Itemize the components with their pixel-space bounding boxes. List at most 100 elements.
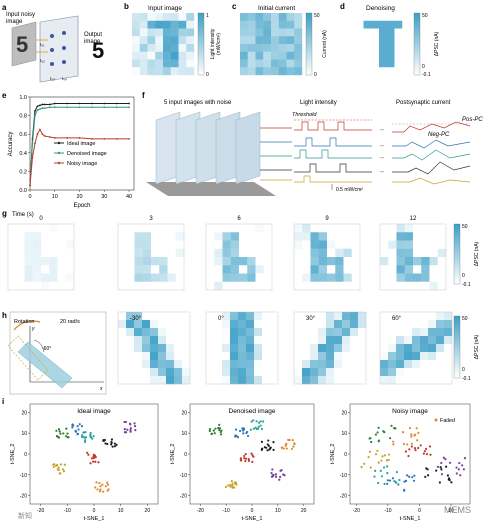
tsne-point bbox=[444, 457, 447, 461]
time-heatmap-cell bbox=[404, 232, 414, 241]
denoising-cell bbox=[386, 44, 395, 52]
tsne-point bbox=[247, 459, 251, 462]
rotation-heatmap-cell bbox=[118, 328, 127, 337]
cbar-g-bottom: -0.1 bbox=[462, 282, 471, 288]
rotation-heatmap-cell bbox=[404, 368, 413, 377]
denoising-cell bbox=[386, 20, 395, 29]
tsne-point bbox=[252, 419, 255, 422]
panel-d-title: Denoising bbox=[366, 5, 395, 12]
rotation-heatmap-cell bbox=[420, 328, 429, 337]
rotation-heatmap-cell bbox=[318, 328, 327, 337]
tsne-point bbox=[123, 431, 127, 434]
time-heatmap-cell bbox=[294, 224, 303, 233]
rotation-heatmap-cell bbox=[158, 368, 167, 377]
tsne-point bbox=[71, 426, 74, 429]
rotation-heatmap-cell bbox=[358, 336, 367, 345]
tsne-point bbox=[417, 446, 420, 450]
time-heatmap-cell bbox=[318, 281, 328, 291]
denoising-cell bbox=[363, 51, 372, 60]
time-heatmap-cell bbox=[65, 232, 75, 241]
initial-current-cell bbox=[255, 51, 264, 60]
tsne-point bbox=[250, 452, 253, 455]
rotation-heatmap-cell bbox=[134, 360, 143, 369]
time-heatmap-cell bbox=[255, 273, 264, 282]
time-heatmap-cell bbox=[159, 265, 168, 274]
rotation-heatmap-cell bbox=[302, 352, 311, 361]
rotation-heatmap-cell bbox=[142, 328, 151, 337]
rotation-heatmap-cell bbox=[158, 352, 167, 361]
time-heatmap-cell bbox=[230, 240, 240, 249]
input-image-cell bbox=[155, 59, 164, 68]
x-tick-label: -20 bbox=[197, 508, 204, 514]
time-heatmap-cell bbox=[429, 257, 438, 266]
input-image-cell bbox=[147, 13, 156, 21]
time-heatmap-cell bbox=[65, 281, 75, 291]
input-image-cell bbox=[163, 28, 171, 37]
time-heatmap-cell bbox=[343, 281, 352, 291]
data-point bbox=[103, 137, 106, 140]
rotation-heatmap-cell bbox=[428, 320, 437, 329]
data-point bbox=[48, 103, 51, 106]
y-tick-label: 0.6 bbox=[19, 132, 27, 138]
time-heatmap-cell bbox=[222, 248, 231, 258]
postsynaptic-current-traces bbox=[392, 121, 471, 185]
time-heatmap-cell bbox=[222, 232, 231, 241]
rotation-heatmap-cell bbox=[150, 336, 159, 345]
data-point bbox=[78, 106, 81, 109]
watermark-right: MEMS bbox=[444, 505, 471, 515]
tsne-point bbox=[259, 420, 262, 423]
rotation-heatmap-cell bbox=[222, 368, 231, 377]
tsne-point bbox=[440, 461, 443, 465]
initial-current-cell bbox=[263, 28, 272, 37]
initial-current-cell bbox=[278, 28, 287, 37]
rotation-heatmap-cell bbox=[174, 344, 183, 353]
input-image-cell bbox=[155, 20, 164, 29]
denoising-cell bbox=[402, 13, 411, 21]
rotation-heatmap-cell bbox=[334, 376, 343, 385]
data-point bbox=[36, 133, 39, 136]
rotation-heatmap-cell bbox=[238, 328, 247, 337]
rotation-heatmap-cell bbox=[396, 336, 405, 345]
rotation-heatmap-cell bbox=[270, 320, 279, 329]
time-heatmap-cell bbox=[263, 273, 273, 282]
rotation-heatmap-cell bbox=[262, 320, 271, 329]
data-point bbox=[36, 109, 39, 111]
x-tick-label: -20 bbox=[353, 508, 360, 514]
rotation-heatmaps: -30° 0° 30° 60° bbox=[117, 311, 453, 385]
cbar-c-top: 50 bbox=[314, 13, 320, 19]
time-heatmap-cell bbox=[380, 232, 389, 241]
initial-current-cell bbox=[271, 36, 279, 45]
time-heatmap-cell bbox=[380, 265, 389, 274]
tsne-point bbox=[374, 469, 377, 472]
tsne-point bbox=[86, 451, 89, 454]
rotation-heatmap-cell bbox=[294, 352, 303, 361]
time-heatmap-cell bbox=[263, 224, 273, 233]
panel-label-f: f bbox=[142, 91, 145, 100]
rotation-heatmap-cell bbox=[238, 344, 247, 353]
rotation-heatmap-cell bbox=[118, 368, 127, 377]
time-heatmap-cell bbox=[335, 257, 344, 266]
rotation-heatmap-cell bbox=[388, 368, 397, 377]
time-heatmap-cell bbox=[380, 273, 389, 282]
tsne-point bbox=[408, 475, 411, 478]
rotation-heatmap-cell bbox=[350, 368, 359, 377]
rotation-heatmap-cell bbox=[412, 328, 421, 337]
tsne-point bbox=[218, 428, 221, 432]
input-image-cell bbox=[178, 51, 187, 60]
time-heatmap-cell bbox=[351, 224, 361, 233]
rotation-heatmap-cell bbox=[428, 368, 437, 377]
time-heatmap-cell bbox=[41, 224, 50, 233]
tsne-point bbox=[106, 489, 109, 492]
rotation-heatmap-cell bbox=[182, 328, 191, 337]
x-tick-label: -10 bbox=[64, 508, 71, 514]
rotation-heatmap-cell bbox=[358, 360, 367, 369]
time-heatmap-cell bbox=[302, 265, 311, 274]
time-heatmap-cell bbox=[327, 281, 336, 291]
legend-label: Ideal image bbox=[67, 141, 95, 147]
x-tick-label: 20 bbox=[76, 194, 82, 200]
cbar-h-label: ΔPSC (nA) bbox=[474, 334, 480, 359]
data-point bbox=[43, 103, 46, 106]
denoising-cell bbox=[355, 44, 364, 52]
time-heatmap-cell bbox=[214, 281, 223, 291]
data-point bbox=[53, 102, 56, 105]
